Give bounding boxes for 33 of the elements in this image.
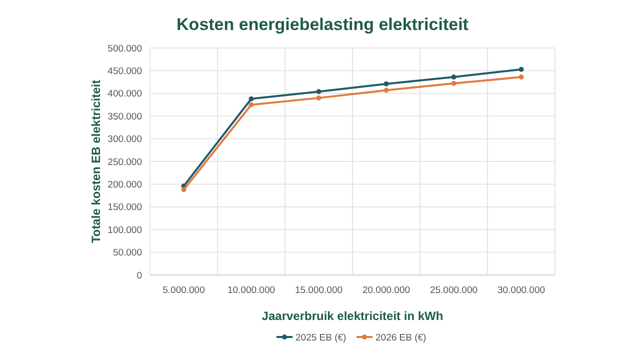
y-tick-label: 50.000 [112,248,142,259]
point [248,96,254,102]
y-tick-label: 250.000 [108,156,142,168]
y-tick-label: 200.000 [108,180,142,191]
y-tick-label: 400.000 [108,88,142,100]
legend-label: 2025 EB (€) [296,332,346,344]
point [451,74,456,80]
y-tick-label: 450.000 [108,66,142,78]
y-tick-label: 0 [136,270,142,282]
x-tick-label: 25.000.000 [430,285,478,296]
x-tick-label: 30.000.000 [497,285,546,296]
y-tick-label: 300.000 [108,134,142,146]
point [518,66,524,72]
x-tick-label: 15.000.000 [294,285,343,296]
point [316,95,322,100]
y-tick-label: 150.000 [108,202,142,214]
y-tick-label: 350.000 [108,111,142,122]
point [451,80,456,86]
x-axis-title: Jaarverbruik elektriciteit in kWh [262,309,444,323]
y-tick-label: 100.000 [108,224,142,236]
x-tick-label: 10.000.000 [227,285,276,296]
point [248,102,254,108]
y-tick-label: 500.000 [108,43,142,54]
x-tick-label: 5.000.000 [162,285,205,296]
point [518,74,524,80]
x-tick-label: 20.000.000 [362,285,410,296]
point [384,81,389,86]
chart-title: Kosten energiebelasting elektriciteit [176,15,469,34]
y-axis-title: Totale kosten EB elektriciteit [89,80,103,244]
point [384,88,389,93]
point [316,89,322,94]
point [181,187,186,192]
legend-label: 2026 EB (€) [376,332,426,344]
